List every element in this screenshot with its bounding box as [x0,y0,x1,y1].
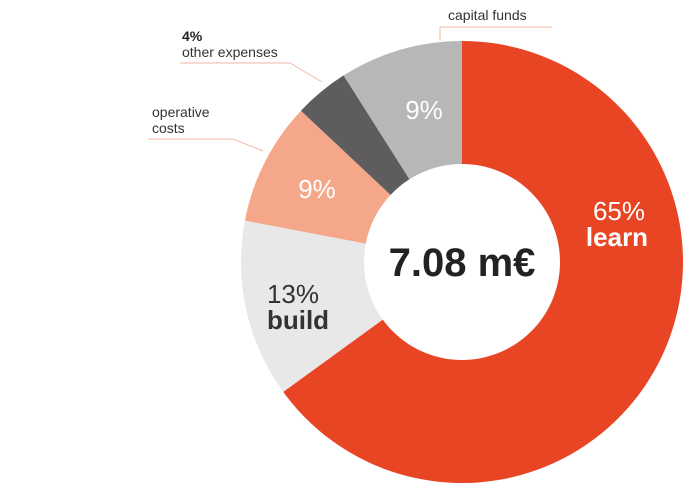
slice-build-percent: 13% [267,279,319,309]
slice-build-name: build [267,305,329,335]
operative-costs-label-line2: costs [152,120,185,136]
slice-capital-percent: 9% [405,95,443,125]
other-expenses-label: other expenses [182,44,278,60]
donut-hole [364,164,560,360]
slice-operative-percent: 9% [298,174,336,204]
capital-funds-label: capital funds [448,7,527,23]
leader-other [180,62,323,83]
other-expenses-percent-label: 4% [182,28,203,44]
slice-learn-percent: 65% [593,196,645,226]
slice-learn-name: learn [586,222,648,252]
leader-capital [439,26,552,41]
leader-lines [148,26,552,152]
leader-operative [148,138,264,152]
center-total-label: 7.08 m€ [389,241,536,285]
operative-costs-label-line1: operative [152,104,210,120]
